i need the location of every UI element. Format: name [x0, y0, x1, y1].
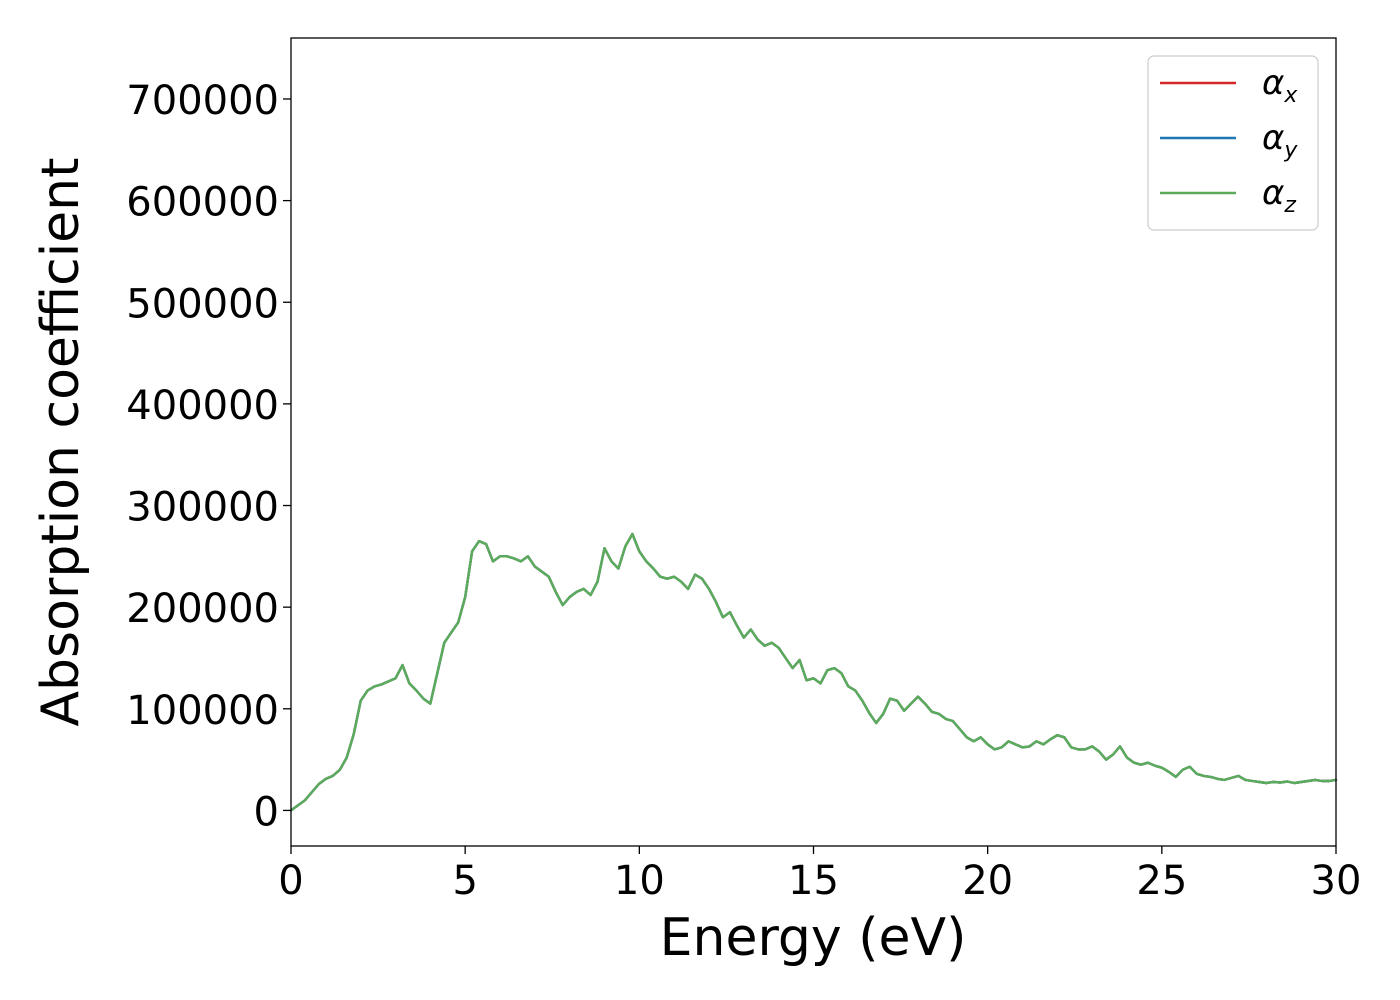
y-tick-label: 300000 — [126, 485, 279, 531]
y-tick-label: 600000 — [126, 180, 279, 226]
series-layer — [289, 532, 1338, 812]
x-tick-label: 30 — [1311, 858, 1362, 904]
x-tick-label: 10 — [614, 858, 665, 904]
legend-label: αx — [1262, 63, 1298, 108]
y-tick-label: 0 — [254, 789, 279, 835]
x-tick-label: 0 — [278, 858, 303, 904]
y-tick-label: 700000 — [126, 78, 279, 124]
y-tick-label: 400000 — [126, 383, 279, 429]
x-axis-label: Energy (eV) — [660, 908, 967, 968]
legend-symbol: α — [1262, 63, 1284, 103]
legend-subscript: x — [1283, 83, 1298, 108]
legend-subscript: z — [1283, 193, 1296, 218]
x-tick-label: 20 — [962, 858, 1013, 904]
y-axis-ticks: 0 100000 200000 300000 400000 500000 600000 700… — [126, 78, 291, 835]
legend-subscript: y — [1283, 138, 1298, 163]
legend-label: αy — [1262, 118, 1298, 163]
legend-label: αz — [1262, 173, 1296, 218]
legend-symbol: α — [1262, 173, 1284, 213]
x-axis-ticks: 0 5 10 15 20 25 30 — [278, 846, 1361, 904]
y-tick-label: 100000 — [126, 688, 279, 734]
x-tick-label: 5 — [452, 858, 477, 904]
series-line-2 — [289, 532, 1338, 812]
y-tick-label: 500000 — [126, 281, 279, 327]
x-tick-label: 15 — [788, 858, 839, 904]
legend-box — [1147, 55, 1319, 231]
y-tick-label: 200000 — [126, 586, 279, 632]
x-tick-label: 25 — [1136, 858, 1187, 904]
legend-symbol: α — [1262, 118, 1284, 158]
y-axis-label: Absorption coefficient — [31, 157, 91, 726]
